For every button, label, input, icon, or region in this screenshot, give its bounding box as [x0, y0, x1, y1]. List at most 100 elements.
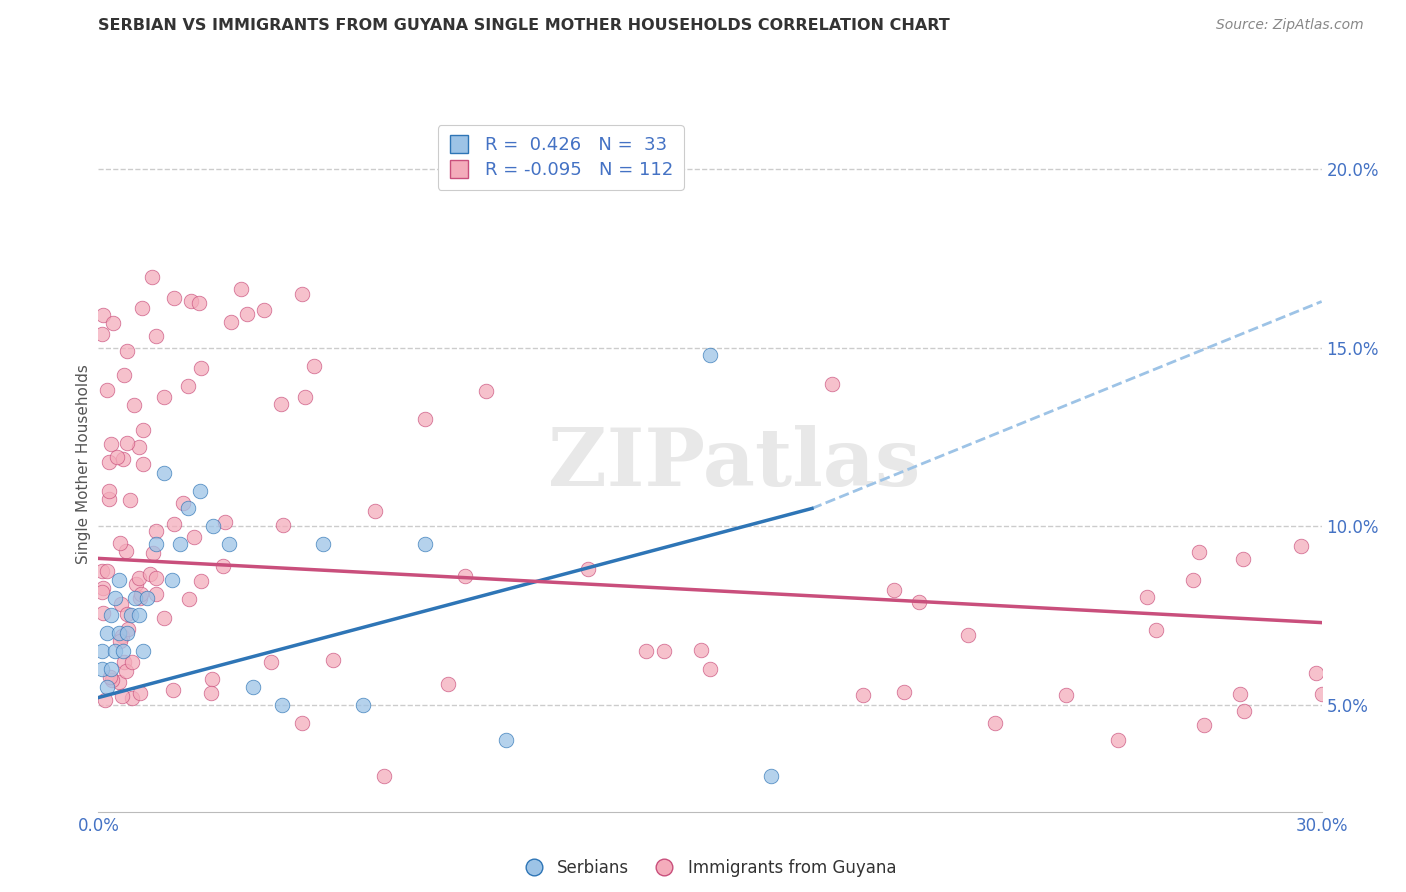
Point	[304, 359, 326, 373]
Point	[91, 585, 114, 599]
Point	[111, 452, 134, 467]
Point	[291, 287, 314, 301]
Point	[214, 515, 236, 529]
Point	[152, 611, 174, 625]
Point	[104, 644, 127, 658]
Point	[231, 282, 253, 296]
Point	[699, 348, 721, 362]
Point	[114, 664, 136, 678]
Point	[160, 573, 183, 587]
Point	[957, 628, 980, 642]
Point	[111, 689, 134, 703]
Point	[322, 653, 344, 667]
Point	[108, 535, 131, 549]
Point	[129, 591, 152, 606]
Point	[108, 626, 131, 640]
Point	[1233, 704, 1256, 718]
Point	[107, 674, 129, 689]
Point	[131, 587, 153, 601]
Y-axis label: Single Mother Households: Single Mother Households	[76, 364, 91, 564]
Point	[1181, 574, 1204, 588]
Point	[163, 516, 186, 531]
Text: Source: ZipAtlas.com: Source: ZipAtlas.com	[1216, 18, 1364, 32]
Point	[1187, 545, 1209, 559]
Point	[142, 546, 165, 560]
Point	[145, 328, 167, 343]
Point	[129, 686, 152, 700]
Point	[163, 291, 186, 305]
Point	[883, 582, 905, 597]
Point	[91, 581, 114, 595]
Point	[93, 606, 115, 620]
Point	[117, 622, 139, 636]
Point	[893, 685, 915, 699]
Point	[115, 607, 138, 622]
Point	[97, 455, 120, 469]
Point	[413, 537, 436, 551]
Point	[177, 501, 200, 516]
Point	[636, 644, 658, 658]
Point	[1232, 551, 1254, 566]
Point	[120, 493, 142, 508]
Point	[91, 662, 114, 676]
Point	[145, 586, 167, 600]
Point	[190, 574, 212, 589]
Point	[91, 564, 114, 578]
Point	[271, 517, 294, 532]
Point	[188, 295, 211, 310]
Point	[162, 682, 184, 697]
Point	[188, 483, 212, 498]
Point	[236, 307, 259, 321]
Point	[117, 436, 139, 450]
Point	[699, 662, 721, 676]
Point	[200, 686, 222, 700]
Point	[221, 315, 243, 329]
Point	[91, 644, 114, 658]
Point	[91, 309, 114, 323]
Point	[131, 301, 153, 315]
Point	[260, 655, 283, 669]
Point	[201, 672, 224, 686]
Point	[104, 591, 127, 605]
Point	[115, 626, 138, 640]
Point	[373, 769, 395, 783]
Point	[108, 573, 131, 587]
Point	[1305, 666, 1327, 681]
Point	[152, 390, 174, 404]
Point	[101, 673, 124, 688]
Point	[110, 634, 132, 648]
Point	[139, 567, 162, 582]
Point	[136, 591, 159, 605]
Point	[121, 656, 143, 670]
Point	[120, 608, 142, 623]
Point	[270, 397, 292, 411]
Point	[474, 384, 498, 398]
Point	[98, 670, 121, 684]
Point	[110, 597, 132, 611]
Point	[190, 360, 212, 375]
Point	[413, 412, 436, 426]
Point	[117, 344, 139, 359]
Point	[98, 491, 121, 506]
Point	[169, 537, 191, 551]
Point	[145, 537, 167, 551]
Point	[141, 270, 163, 285]
Point	[1054, 689, 1077, 703]
Point	[128, 608, 150, 623]
Point	[1144, 623, 1167, 637]
Legend: Serbians, Immigrants from Guyana: Serbians, Immigrants from Guyana	[517, 852, 903, 883]
Point	[652, 644, 675, 658]
Point	[852, 688, 875, 702]
Point	[121, 691, 143, 706]
Point	[1310, 687, 1333, 701]
Point	[98, 484, 121, 499]
Point	[111, 629, 134, 643]
Point	[212, 558, 235, 573]
Point	[179, 591, 201, 606]
Point	[91, 326, 114, 341]
Point	[253, 303, 276, 318]
Point	[100, 662, 122, 676]
Point	[907, 595, 929, 609]
Point	[201, 519, 224, 533]
Point	[96, 626, 118, 640]
